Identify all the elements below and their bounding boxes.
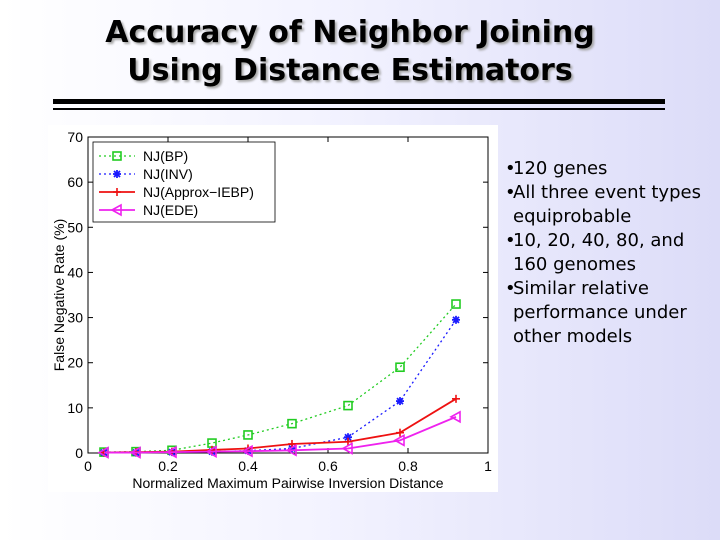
legend-label: NJ(EDE) (143, 202, 198, 218)
data-point (129, 446, 141, 459)
x-tick-label: 0.2 (158, 458, 178, 474)
data-point (97, 446, 109, 459)
data-point (241, 444, 253, 458)
title-divider-thick (53, 99, 665, 104)
bullet-dot: • (505, 158, 516, 179)
data-point (287, 418, 297, 429)
y-tick-label: 70 (67, 129, 83, 145)
y-tick-label: 30 (67, 310, 83, 326)
series-line (103, 303, 457, 453)
y-tick-label: 50 (67, 219, 83, 235)
legend-label: NJ(Approx−IEBP) (143, 184, 254, 200)
data-point (452, 315, 460, 324)
bullet-text: All three event types equiprobable (513, 182, 701, 227)
x-tick-label: 0.8 (398, 458, 418, 474)
data-point (344, 433, 352, 442)
y-tick-label: 20 (67, 355, 83, 371)
data-point (396, 428, 404, 437)
legend-label: NJ(INV) (143, 166, 193, 182)
y-tick-label: 60 (67, 174, 83, 190)
data-point (393, 434, 405, 447)
bullet-list: • 120 genes • All three event types equi… (505, 157, 717, 349)
data-point (344, 437, 352, 446)
bullet-dot: • (505, 278, 516, 299)
series-line (104, 416, 457, 454)
bullet-item: • Similar relative performance under oth… (505, 277, 717, 349)
data-point (343, 400, 353, 411)
slide-title: Accuracy of Neighbor Joining Using Dista… (40, 14, 660, 90)
data-point (165, 445, 177, 459)
data-point (451, 299, 461, 309)
data-point (285, 443, 297, 457)
title-divider-thin (53, 108, 665, 110)
bullet-item: • 10, 20, 40, 80, and 160 genomes (505, 229, 717, 277)
legend-marker (110, 203, 122, 217)
x-tick-label: 1 (484, 458, 492, 474)
x-axis-label: Normalized Maximum Pairwise Inversion Di… (132, 475, 443, 491)
bullet-item: • All three event types equiprobable (505, 181, 717, 229)
data-point (205, 445, 217, 459)
false-negative-rate-chart: 0 0.2 0.4 0.6 0.8 1010203040506070Normalized … (51, 129, 492, 491)
legend-marker (112, 151, 122, 161)
data-point (243, 430, 253, 440)
x-tick-label: 0.6 (318, 458, 338, 474)
data-point (341, 442, 353, 455)
y-tick-label: 10 (67, 400, 83, 416)
slide-title-line-2: Using Distance Estimators (127, 53, 573, 88)
data-point (396, 397, 404, 406)
bullet-dot: • (505, 230, 516, 251)
legend-label: NJ(BP) (143, 148, 188, 164)
y-axis-label: False Negative Rate (%) (51, 219, 67, 372)
y-tick-label: 0 (75, 445, 83, 461)
y-tick-label: 40 (67, 264, 83, 280)
legend-marker (113, 170, 121, 178)
x-tick-label: 0.4 (238, 458, 258, 474)
data-point (452, 394, 460, 403)
legend-box (92, 141, 276, 223)
bullet-text: Similar relative performance under other… (513, 278, 687, 347)
bullet-text: 120 genes (513, 158, 608, 179)
data-point (395, 362, 405, 373)
data-point (449, 410, 461, 424)
slide-title-line-1: Accuracy of Neighbor Joining (105, 15, 595, 50)
bullet-dot: • (505, 182, 516, 203)
chart-panel: 0 0.2 0.4 0.6 0.8 1 0 10 20 30 40 50 60 70 Normalized … (48, 125, 498, 492)
x-tick-label: 0 (84, 458, 92, 474)
bullet-text: 10, 20, 40, 80, and 160 genomes (513, 230, 685, 275)
legend-marker (113, 188, 121, 196)
bullet-item: • 120 genes (505, 157, 717, 181)
